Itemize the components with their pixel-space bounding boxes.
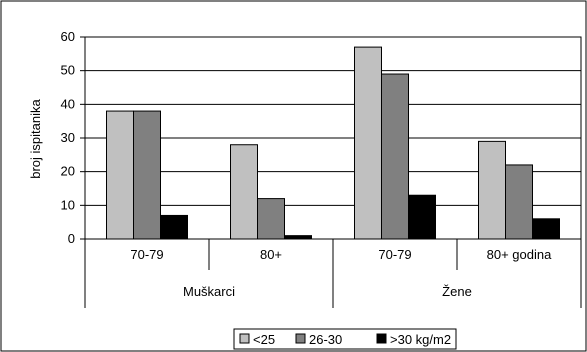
- y-tick-label: 0: [68, 231, 75, 246]
- legend-label: 26-30: [309, 332, 342, 347]
- y-tick-label: 10: [61, 197, 75, 212]
- bar-25-2: [354, 46, 382, 240]
- bar-25-0: [106, 110, 134, 240]
- legend-swatch: [239, 333, 250, 344]
- bar-25-1: [230, 144, 258, 240]
- bar-30kgm2-2: [408, 194, 436, 240]
- bar-2630-1: [257, 198, 285, 240]
- legend-box: [233, 328, 457, 350]
- legend-label: <25: [253, 332, 275, 347]
- bar-30kgm2-1: [284, 235, 312, 240]
- category-label: 80+: [260, 247, 282, 262]
- y-tick-label: 20: [61, 164, 75, 179]
- y-tick-label: 40: [61, 96, 75, 111]
- legend: <25 26-30 >30 kg/m2: [233, 328, 457, 350]
- bar-30kgm2-0: [160, 214, 188, 240]
- legend-swatch: [295, 333, 306, 344]
- legend-swatch: [376, 333, 387, 344]
- group-label: Žene: [442, 284, 472, 299]
- y-axis-label: broj ispitanika: [28, 98, 43, 178]
- group-label: Muškarci: [183, 284, 235, 299]
- bar-25-3: [478, 140, 506, 240]
- category-label: 80+ godina: [487, 247, 552, 262]
- y-tick-label: 60: [61, 29, 75, 44]
- y-tick-label: 50: [61, 63, 75, 78]
- category-label: 70-79: [130, 247, 163, 262]
- category-label: 70-79: [378, 247, 411, 262]
- legend-label: >30 kg/m2: [390, 332, 451, 347]
- y-tick-label: 30: [61, 130, 75, 145]
- bar-2630-2: [381, 73, 409, 240]
- axes: 0 10 20 30 40 50 60 70-79 80+ 70-79 80+ godina Mušk…: [61, 29, 582, 308]
- bars: [106, 46, 560, 240]
- bar-2630-0: [133, 110, 161, 240]
- bar-30kgm2-3: [532, 218, 560, 240]
- bar-2630-3: [505, 164, 533, 240]
